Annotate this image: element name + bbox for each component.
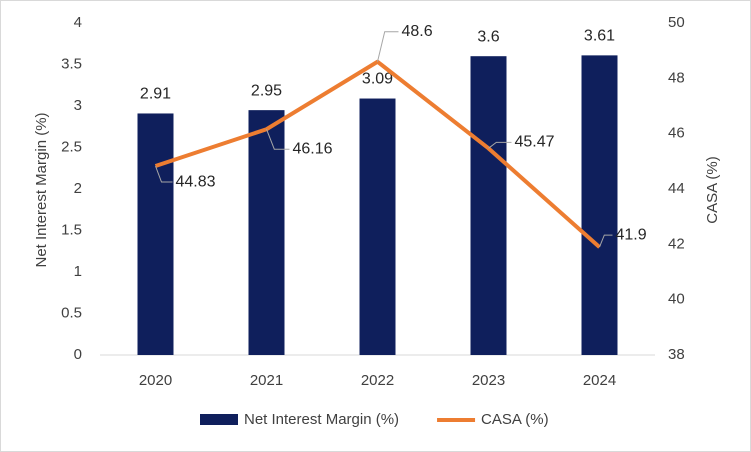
bar [137, 113, 174, 355]
data-label: 41.9 [616, 226, 647, 243]
y2-axis-title: CASA (%) [704, 156, 721, 224]
data-label: 2.95 [251, 82, 282, 99]
data-label: 2.91 [140, 86, 171, 103]
y-tick-label: 3.5 [61, 55, 82, 72]
y-tick-label: 3 [74, 97, 82, 114]
x-tick-label: 2024 [583, 372, 616, 389]
data-label: 48.6 [402, 23, 433, 40]
data-label: 3.6 [477, 28, 499, 45]
y-tick-label: 1.5 [61, 221, 82, 238]
leader-line [488, 141, 512, 149]
legend-label: CASA (%) [481, 411, 549, 428]
y2-tick-label: 48 [668, 69, 685, 86]
data-label: 3.61 [584, 28, 615, 45]
data-label: 44.83 [176, 173, 216, 190]
data-label: 3.09 [362, 71, 393, 88]
bar [248, 110, 285, 356]
leader-line [155, 165, 173, 183]
y-axis-title: Net Interest Margin (%) [33, 112, 50, 267]
x-tick-label: 2022 [361, 372, 394, 389]
y-tick-label: 2 [74, 180, 82, 197]
y-tick-label: 2.5 [61, 138, 82, 155]
y2-tick-label: 46 [668, 125, 685, 142]
y2-tick-label: 42 [668, 235, 685, 252]
data-label: 46.16 [293, 140, 333, 157]
y-tick-label: 0.5 [61, 304, 82, 321]
y-tick-label: 4 [74, 14, 82, 31]
legend-label: Net Interest Margin (%) [244, 411, 399, 428]
y2-tick-label: 40 [668, 291, 685, 308]
bar [581, 55, 618, 356]
bar [359, 98, 396, 355]
leader-line [599, 234, 613, 248]
leader-line [266, 129, 290, 150]
legend-swatch [200, 414, 238, 425]
y2-tick-label: 38 [668, 346, 685, 363]
y-tick-label: 1 [74, 263, 82, 280]
y-tick-label: 0 [74, 346, 82, 363]
x-tick-label: 2023 [472, 372, 505, 389]
x-tick-label: 2020 [139, 372, 172, 389]
leader-line [377, 31, 399, 62]
y2-tick-label: 50 [668, 14, 685, 31]
x-tick-label: 2021 [250, 372, 283, 389]
y2-tick-label: 44 [668, 180, 685, 197]
bar [470, 56, 507, 355]
data-label: 45.47 [515, 134, 555, 151]
